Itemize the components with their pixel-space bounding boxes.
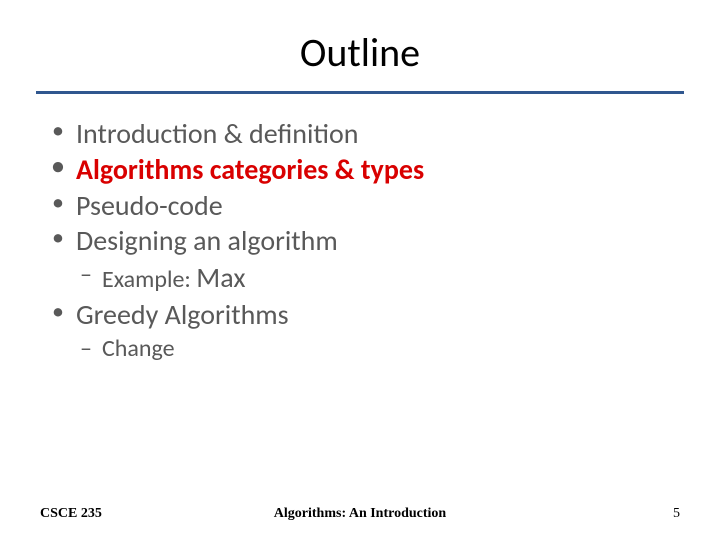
bullet-text: Greedy Algorithms (76, 297, 289, 332)
sub-value: Max (196, 260, 245, 295)
slide: Outline Introduction & definition Algori… (0, 0, 720, 540)
bullet-item-highlight: Algorithms categories & types (48, 152, 720, 188)
slide-content: Introduction & definition Algorithms cat… (0, 94, 720, 365)
sub-list: Change (76, 333, 720, 365)
footer-left: CSCE 235 (40, 506, 102, 522)
sub-prefix: Example: (102, 265, 196, 294)
bullet-item: Introduction & definition (48, 116, 720, 152)
bullet-item: Greedy Algorithms Change (48, 297, 720, 365)
slide-footer: CSCE 235 Algorithms: An Introduction 5 (0, 506, 720, 522)
footer-page-number: 5 (673, 506, 680, 522)
bullet-item: Pseudo-code (48, 188, 720, 224)
sub-list: Example: Max (76, 259, 720, 297)
sub-item: Example: Max (80, 259, 720, 297)
bullet-item: Designing an algorithm Example: Max (48, 223, 720, 297)
slide-title: Outline (0, 0, 720, 91)
bullet-text: Designing an algorithm (76, 223, 338, 258)
sub-item: Change (80, 333, 720, 365)
bullet-list: Introduction & definition Algorithms cat… (48, 116, 720, 365)
footer-center: Algorithms: An Introduction (274, 506, 446, 522)
